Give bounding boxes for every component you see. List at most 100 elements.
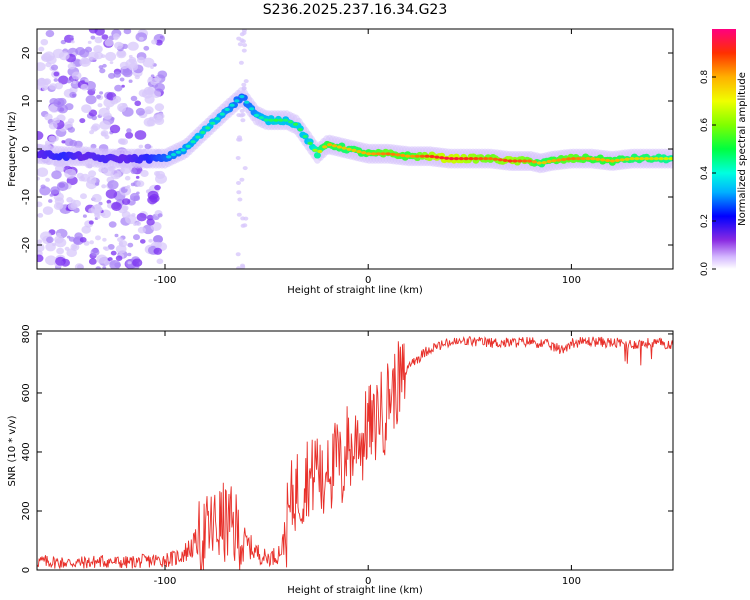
spectrogram-noise-blob — [136, 213, 147, 222]
spectrogram-noise-blob — [136, 180, 145, 187]
spectrogram-noise-blob — [41, 86, 48, 91]
spectrogram-noise-blob — [154, 184, 161, 191]
spectrogram-noise-blob — [240, 265, 246, 269]
spectrogram-ridge-peak — [629, 157, 635, 161]
spectrogram-noise-blob — [106, 199, 112, 204]
spectrogram-noise-blob — [133, 222, 138, 226]
spectrogram-ridge-peak — [644, 157, 650, 161]
spectrogram-noise-blob — [110, 250, 117, 256]
spectrogram-noise-blob — [43, 78, 52, 85]
spectrogram-ridge-peak — [609, 159, 616, 163]
spectrogram-noise-blob — [98, 167, 105, 173]
spectrogram-noise-blob — [118, 241, 124, 246]
spectrogram-ridge-peak — [468, 157, 474, 161]
spectrogram-noise-blob — [66, 197, 73, 203]
spectrogram-noise-blob — [117, 237, 124, 243]
spectrogram-noise-blob — [126, 185, 131, 189]
spectrogram-noise-blob — [125, 58, 138, 69]
spectrogram-noise-blob — [241, 82, 247, 87]
spectrogram-noise-blob — [81, 104, 92, 113]
spectrogram-ridge-peak — [463, 157, 469, 161]
snr-ytick-label: 800 — [21, 324, 32, 343]
spectrogram-noise-blob — [127, 41, 139, 51]
spectrogram-ridge-peak — [458, 157, 464, 161]
spectrogram-ridge-peak — [385, 152, 391, 156]
snr-xtick-label: -100 — [154, 576, 177, 587]
spectrogram-noise-blob — [138, 144, 144, 149]
spectrogram-noise-blob — [66, 248, 77, 258]
spectrogram-noise-blob — [37, 254, 44, 263]
spectrogram-noise-blob — [79, 237, 87, 243]
spectrogram-ridge-peak — [253, 113, 260, 117]
spectrogram-noise-blob — [98, 65, 104, 70]
spectrogram-ridge-peak — [668, 157, 673, 161]
spectrogram-noise-blob — [155, 39, 163, 46]
colorbar: 0.0 0.2 0.4 0.6 0.8 Normalized spectral ampl… — [700, 29, 748, 276]
spectrogram-noise-blob — [242, 43, 248, 48]
spectrogram-noise-blob — [146, 218, 155, 226]
snr-xtick-label: 100 — [562, 576, 581, 587]
spectrogram-noise-blob — [56, 232, 62, 237]
spectrogram-noise-blob — [79, 118, 86, 124]
spectrogram-noise-blob — [56, 181, 69, 191]
spectrogram-ridge-peak — [639, 157, 645, 161]
spectrogram-ridge-peak — [346, 147, 352, 151]
spectrogram-noise-blob — [69, 35, 74, 39]
spectrogram-ridge-peak — [648, 157, 655, 161]
spectrogram-noise-blob — [94, 36, 103, 44]
spectrogram-noise-blob — [137, 56, 146, 64]
spectrogram-ridge-peak — [590, 157, 596, 161]
spectrogram-noise-blob — [130, 95, 138, 102]
spectrogram-ridge-peak — [317, 149, 323, 154]
spectrogram-ridge-peak — [624, 157, 630, 161]
snr-ylabel: SNR (10 * v/v) — [7, 415, 18, 486]
spectrogram-noise-blob — [102, 246, 108, 250]
spectrogram-ridge-peak — [605, 158, 611, 163]
spectrogram-noise-blob — [240, 216, 246, 221]
spectrogram-noise-blob — [49, 193, 54, 197]
spectrogram-noise-blob — [144, 143, 152, 150]
spectrogram-noise-blob — [52, 117, 61, 124]
colorbar-label: Normalized spectral amplitude — [737, 72, 748, 226]
spectrogram-ridge-peak — [258, 116, 264, 120]
spectrogram-noise-blob — [138, 89, 148, 97]
spectrogram-noise-blob — [132, 258, 143, 267]
spectrogram-ridge-peak — [361, 151, 367, 155]
snr-frame — [36, 330, 674, 571]
spectrogram-ridge-peak — [502, 158, 508, 162]
spectrogram-xtick-label: -100 — [154, 275, 177, 286]
spectrogram-noise-blob — [85, 179, 97, 190]
spectrogram-noise-blob — [113, 71, 121, 78]
spectrogram-ridge-peak — [200, 130, 206, 135]
spectrogram-noise-blob — [64, 246, 70, 251]
spectrogram-noise-blob — [93, 45, 103, 54]
snr-series-line — [36, 336, 674, 571]
spectrogram-noise-blob — [40, 77, 45, 82]
spectrogram-noise-blob — [48, 135, 56, 142]
spectrogram-ridge-peak — [214, 117, 220, 121]
spectrogram-noise-blob — [239, 177, 245, 182]
spectrogram-noise-blob — [81, 225, 91, 234]
spectrogram-ridge-peak — [658, 157, 664, 161]
spectrogram-noise-blob — [157, 213, 163, 218]
spectrogram-noise-blob — [154, 82, 165, 92]
spectrogram-ridge-peak — [653, 157, 659, 161]
spectrogram-noise-blob — [129, 192, 140, 202]
spectrogram-noise-blob — [72, 244, 78, 250]
spectrogram-ridge-peak — [219, 112, 225, 116]
spectrogram-ridge-peak — [585, 157, 591, 161]
spectrogram-ridge-peak — [273, 118, 279, 122]
spectrogram-ridge-peak — [239, 95, 245, 99]
snr-panel: -100 0 100 0 200 400 600 800 Height of straight… — [7, 324, 674, 596]
spectrogram-ridge-peak — [336, 145, 342, 149]
spectrogram-noise-blob — [144, 106, 154, 115]
spectrogram-noise-blob — [149, 193, 160, 203]
colorbar-tick-label: 0.0 — [700, 262, 710, 277]
spectrogram-noise-blob — [153, 247, 163, 255]
spectrogram-ridge-peak — [356, 150, 362, 154]
spectrogram-noise-blob — [237, 197, 243, 202]
spectrogram-noise-blob — [148, 76, 153, 81]
spectrogram-noise-blob — [239, 108, 245, 113]
spectrogram-noise-blob — [154, 103, 165, 112]
